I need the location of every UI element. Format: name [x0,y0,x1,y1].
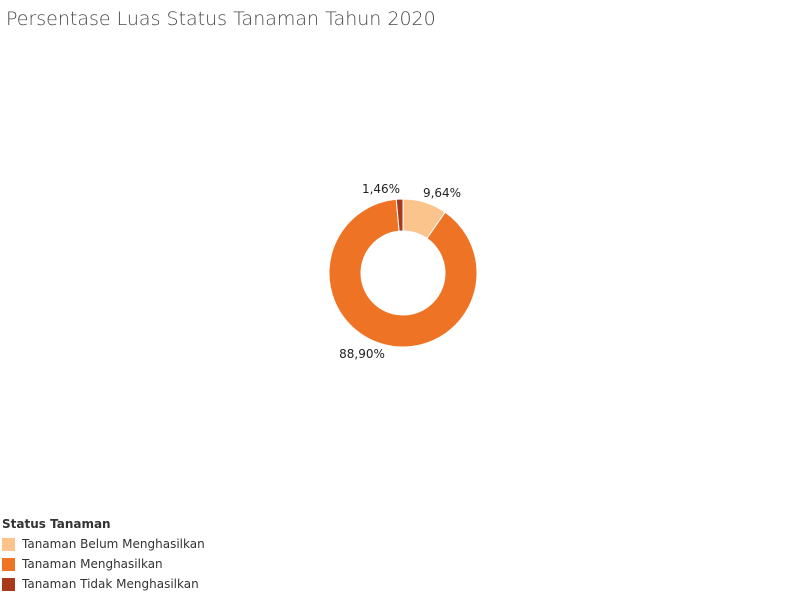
label-belum-menghasilkan: 9,64% [423,186,461,200]
legend-item-tidak-menghasilkan[interactable]: Tanaman Tidak Menghasilkan [2,574,262,594]
donut-slices [328,198,478,348]
legend-label: Tanaman Tidak Menghasilkan [22,577,199,591]
slice-tidak-menghasilkan[interactable] [395,198,404,232]
legend: Status Tanaman Tanaman Belum Menghasilka… [2,517,262,594]
legend-label: Tanaman Menghasilkan [22,557,163,571]
legend-title: Status Tanaman [2,517,111,531]
slice-menghasilkan[interactable] [328,198,478,348]
label-tidak-menghasilkan: 1,46% [362,182,400,196]
label-menghasilkan: 88,90% [339,347,385,361]
legend-swatch [2,557,15,571]
legend-label: Tanaman Belum Menghasilkan [22,537,205,551]
slice-labels: 9,64% 88,90% 1,46% [339,182,461,361]
legend-swatch [2,577,15,591]
legend-swatch [2,537,15,551]
legend-item-menghasilkan[interactable]: Tanaman Menghasilkan [2,554,262,574]
legend-item-belum-menghasilkan[interactable]: Tanaman Belum Menghasilkan [2,534,262,554]
chart-title: Persentase Luas Status Tanaman Tahun 202… [6,8,436,30]
